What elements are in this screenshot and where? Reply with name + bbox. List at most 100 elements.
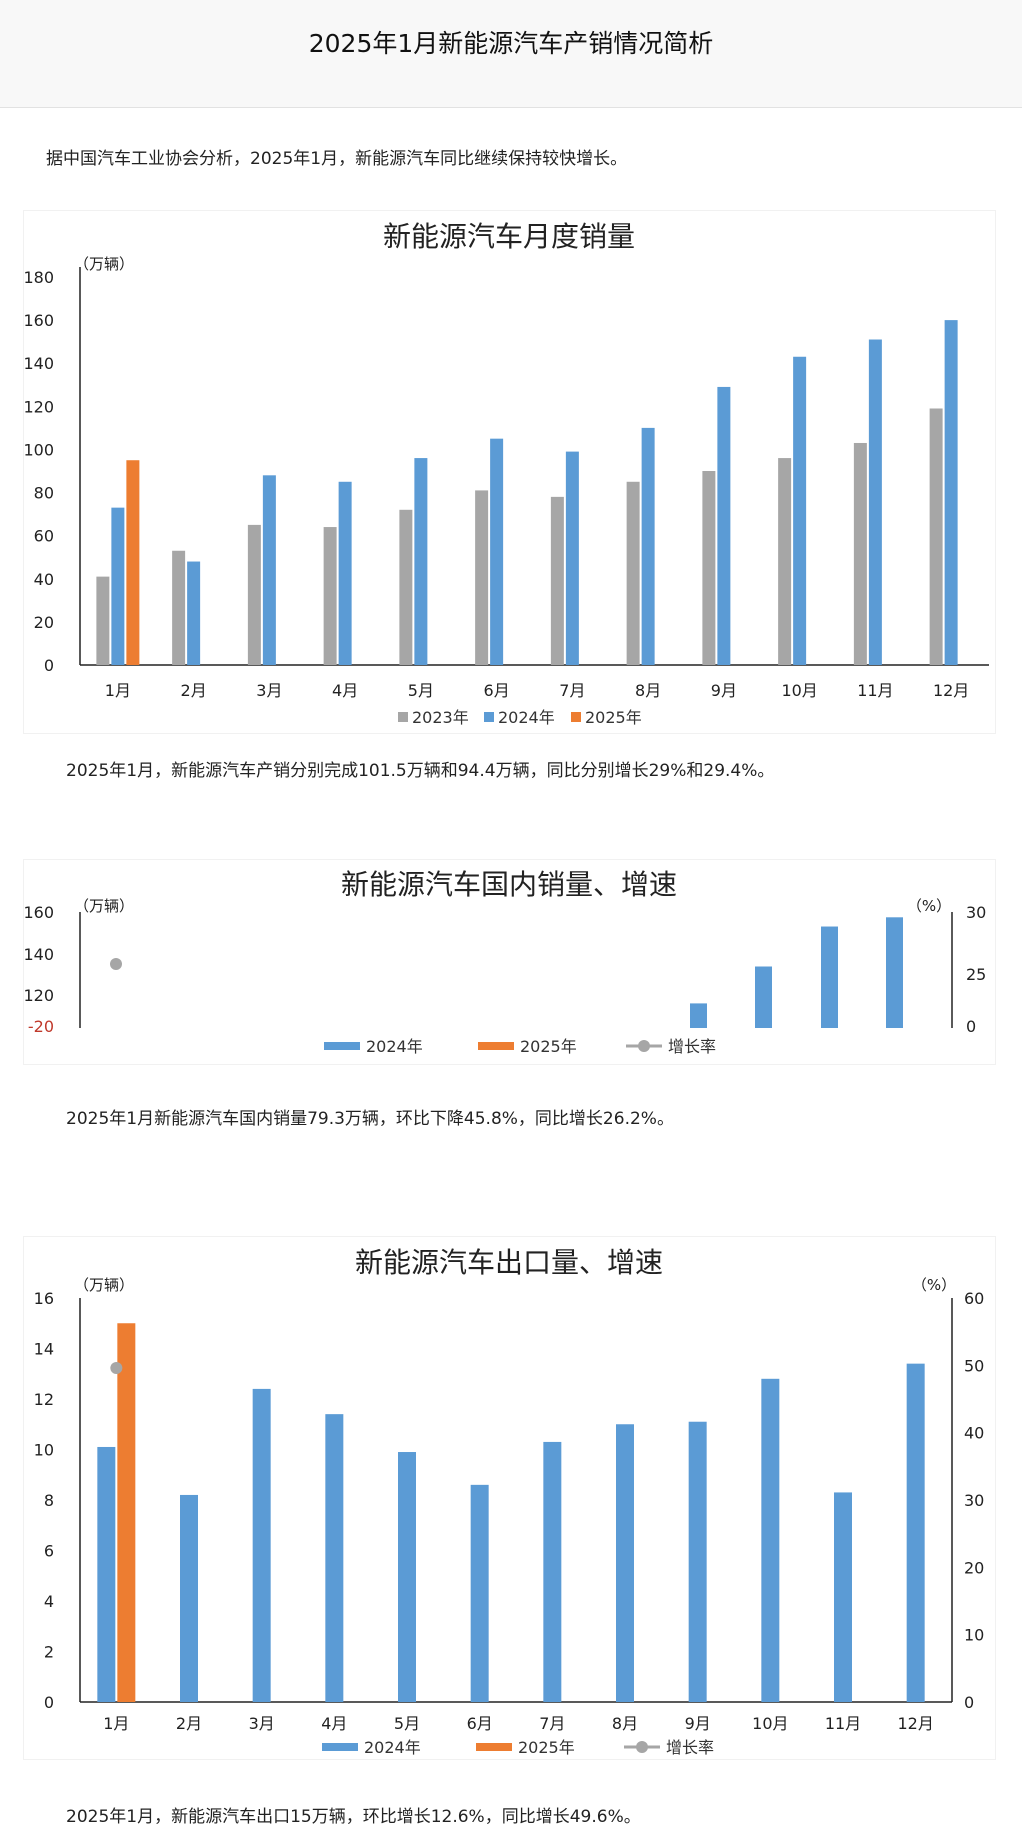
y-tick-label: 2 [44,1643,54,1662]
y2-tick-label: 10 [964,1626,984,1645]
y2-tick-label: 0 [966,1017,976,1036]
bar-2024 [868,339,882,665]
x-tick-label: 11月 [825,1714,861,1733]
bar-2025 [117,1323,136,1702]
x-tick-label: 2月 [181,681,207,700]
intro-paragraph: 据中国汽车工业协会分析，2025年1月，新能源汽车同比继续保持较快增长。 [46,149,628,169]
x-tick-label: 1月 [103,1714,129,1733]
x-tick-label: 6月 [484,681,510,700]
legend-label: 增长率 [666,1738,714,1757]
chart-title: 新能源汽车出口量、增速 [355,1246,663,1279]
chart-export: 新能源汽车出口量、增速 （万辆） （%） 0 2 4 6 8 10 12 14 16 0 10 20 30 40… [24,1237,995,1759]
bar-2023 [247,524,261,665]
x-tick-label: 8月 [612,1714,638,1733]
bar-2024 [97,1446,116,1702]
bar-2024 [490,438,504,665]
paragraph-export: 2025年1月，新能源汽车出口15万辆，环比增长12.6%，同比增长49.6%。 [66,1807,641,1827]
y-tick-label: -20 [28,1017,54,1036]
bar-2023 [853,442,867,665]
y-tick-label: 16 [34,1289,54,1308]
y-tick-label: 120 [24,397,54,416]
bar-2023 [929,408,943,665]
y-tick-label: 14 [34,1340,54,1359]
y2-tick-label: 0 [964,1693,974,1712]
y-tick-label: 80 [34,484,54,503]
y-tick-label: 60 [34,527,54,546]
bar-2024 [325,1414,344,1702]
bar-2024 [543,1441,562,1702]
x-tick-label: 5月 [394,1714,420,1733]
bar-2023 [399,509,413,665]
x-tick-label: 12月 [897,1714,933,1733]
bar-2024 [111,507,125,665]
bar-2024 [338,481,352,665]
y-tick-label: 0 [44,656,54,675]
x-tick-label: 10月 [781,681,817,700]
chart-domestic-sales: 新能源汽车国内销量、增速 （万辆） （%） 160 140 120 -20 30 25 0 2024… [24,860,995,1064]
bar-2023 [323,527,337,665]
bar-2024 [688,1421,707,1702]
y2-axis-unit: （%） [907,897,951,915]
growth-rate-point [110,958,122,970]
x-tick-label: 4月 [321,1714,347,1733]
y2-tick-label: 20 [964,1558,984,1577]
y-tick-label: 100 [24,440,54,459]
y-tick-label: 180 [24,268,54,287]
legend-swatch [478,1042,514,1050]
legend-label: 2025年 [520,1037,577,1056]
legend-swatch [476,1743,512,1751]
y-axis-unit: （万辆） [74,255,134,273]
chart-domestic-sales-svg: 新能源汽车国内销量、增速 （万辆） （%） 160 140 120 -20 30 25 0 2024… [24,868,986,1056]
chart-monthly-sales-svg: 新能源汽车月度销量 （万辆） 0 20 40 60 80 100 120 140 160 180 1月 2… [24,220,989,727]
bar-2023 [475,490,489,665]
y-tick-label: 160 [24,311,54,330]
y-tick-label: 8 [44,1491,54,1510]
chart-monthly-sales: 新能源汽车月度销量 （万辆） 0 20 40 60 80 100 120 140 160 180 1月 2… [24,211,995,733]
y-tick-label: 10 [34,1441,54,1460]
y2-tick-label: 50 [964,1356,984,1375]
y-tick-label: 6 [44,1542,54,1561]
y2-tick-label: 60 [964,1289,984,1308]
bar-2024 [565,451,579,665]
bar-2023 [550,496,564,665]
y-tick-label: 140 [24,354,54,373]
bar-2025 [126,460,140,665]
bar-2023 [702,471,716,665]
x-tick-label: 9月 [711,681,737,700]
bar-2024 [262,475,276,665]
page-title: 2025年1月新能源汽车产销情况简析 [308,29,714,58]
y-tick-label: 12 [34,1390,54,1409]
legend-swatch [398,712,408,722]
y-axis-unit: （万辆） [74,1276,134,1294]
x-tick-label: 3月 [249,1714,275,1733]
legend-label: 2025年 [518,1738,575,1757]
bar-2024 [755,966,772,1028]
bar-2024 [944,320,958,665]
page-header: 2025年1月新能源汽车产销情况简析 [0,0,1022,108]
bar-2024 [180,1494,198,1702]
y-tick-label: 160 [24,903,54,922]
legend-label: 2024年 [366,1037,423,1056]
bar-2024 [616,1424,634,1702]
x-tick-label: 11月 [857,681,893,700]
bar-2024 [834,1492,852,1702]
bar-2023 [778,458,792,665]
bar-2024 [886,917,903,1028]
y2-tick-label: 25 [966,965,986,984]
paragraph-domestic: 2025年1月新能源汽车国内销量79.3万辆，环比下降45.8%，同比增长26.… [66,1109,674,1129]
bar-2023 [172,550,186,665]
legend-label: 2023年 [412,708,469,727]
legend-label: 2024年 [498,708,555,727]
bar-2024 [414,458,428,665]
bar-2024 [690,1003,707,1028]
bar-2024 [793,356,807,665]
legend-swatch [322,1743,358,1751]
y-tick-label: 40 [34,570,54,589]
x-tick-label: 6月 [467,1714,493,1733]
legend-swatch [571,712,581,722]
legend-swatch [484,712,494,722]
bar-2024 [187,561,201,665]
x-tick-label: 10月 [752,1714,788,1733]
y-tick-label: 140 [24,945,54,964]
growth-rate-point [110,1362,123,1375]
